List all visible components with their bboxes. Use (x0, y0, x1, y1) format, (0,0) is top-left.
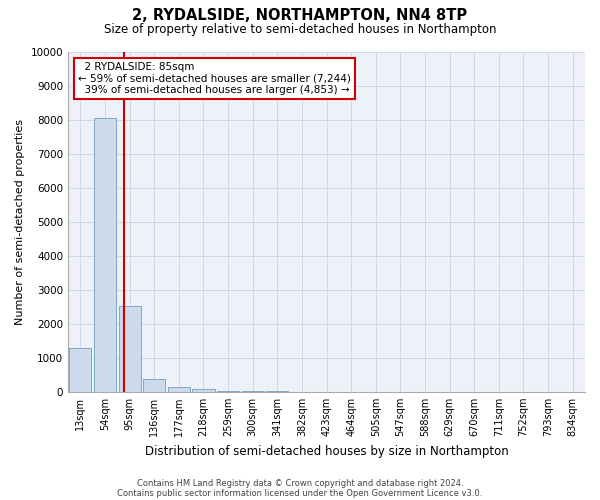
Bar (242, 391, 264, 392)
Text: Size of property relative to semi-detached houses in Northampton: Size of property relative to semi-detach… (104, 22, 496, 36)
Bar (217, 391, 239, 392)
Bar (94, 118, 116, 392)
Bar (143, 379, 165, 392)
Text: Contains HM Land Registry data © Crown copyright and database right 2024.: Contains HM Land Registry data © Crown c… (137, 478, 463, 488)
Y-axis label: Number of semi-detached properties: Number of semi-detached properties (15, 118, 25, 324)
Text: 2 RYDALSIDE: 85sqm
← 59% of semi-detached houses are smaller (7,244)
  39% of se: 2 RYDALSIDE: 85sqm ← 59% of semi-detache… (79, 62, 351, 95)
Bar (69, 348, 91, 392)
Bar (119, 306, 140, 392)
Text: 2, RYDALSIDE, NORTHAMPTON, NN4 8TP: 2, RYDALSIDE, NORTHAMPTON, NN4 8TP (133, 8, 467, 22)
Bar (168, 388, 190, 392)
X-axis label: Distribution of semi-detached houses by size in Northampton: Distribution of semi-detached houses by … (145, 444, 508, 458)
Bar (193, 389, 215, 392)
Text: Contains public sector information licensed under the Open Government Licence v3: Contains public sector information licen… (118, 488, 482, 498)
